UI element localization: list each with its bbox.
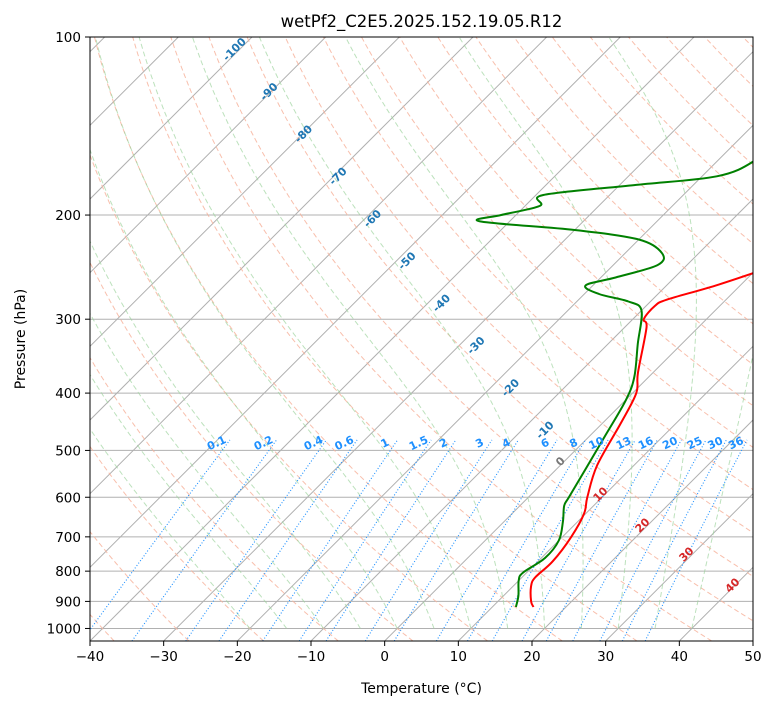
y-tick-label: 400 [55,386,81,402]
x-tick-label: −10 [297,649,326,665]
chart-title: wetPf2_C2E5.2025.152.19.05.R12 [281,12,563,32]
x-tick-label: 20 [523,649,540,665]
dry-adiabat-line [90,530,190,641]
isotherm-line [90,37,548,495]
plot-area [90,37,753,641]
x-tick-label: −30 [149,649,178,665]
mixing-ratio-line [90,439,231,631]
isotherm-line [236,124,753,641]
mixing-ratio-line [521,439,636,641]
x-tick-label: −20 [223,649,252,665]
moist-adiabat-line [345,37,584,629]
moist-adiabat-line [691,351,753,629]
mixing-ratio-label: 10 [587,434,607,452]
moist-adiabat-line [90,312,324,629]
isotherm-line [384,271,753,641]
y-tick-label: 200 [55,208,81,224]
moist-adiabat-line [90,148,398,629]
isotherm-line [163,50,753,641]
y-tick-label: 500 [55,443,81,459]
dry-adiabat-line [90,261,414,641]
mixing-ratio-line [131,439,278,641]
isotherm-line [90,37,400,348]
isotherm-line [531,419,753,641]
isotherm-line [605,492,753,641]
dry-adiabat-line [90,356,339,641]
dry-adiabat-line [208,37,753,622]
y-tick-label: 900 [55,594,81,610]
y-tick-label: 800 [55,564,81,580]
y-tick-label: 1000 [47,621,81,637]
dry-adiabat-line [284,37,753,534]
dry-adiabat-line [170,37,712,641]
isotherm-line [90,37,253,200]
y-tick-label: 300 [55,312,81,328]
dry-adiabat-line [90,445,264,641]
mixing-ratio-label: 25 [685,434,704,452]
mixing-ratio-line [621,439,727,641]
mixing-ratio-line [644,439,748,641]
y-axis-label: Pressure (hPa) [13,289,29,389]
mixing-ratio-label: 16 [636,434,656,452]
mixing-ratio-line [572,439,682,641]
mixing-ratio-label: 20 [660,434,680,452]
temperature-profile-line [529,272,753,608]
y-tick-label: 700 [55,530,81,546]
moist-adiabat-line [258,37,545,629]
mixing-ratio-line [599,439,707,641]
dry-adiabat-line [94,37,563,641]
axes: −40 −30 −20 −10 0 10 20 30 40 50 100 200 300 400 500 60… [47,30,762,665]
mixing-ratio-line [467,439,586,641]
mixing-ratio-label: 30 [706,434,726,452]
mixing-ratio-line [545,439,658,641]
moist-adiabat-line [458,37,633,629]
plot-frame [89,36,754,642]
y-tick-label: 600 [55,490,81,506]
isotherm-line [90,37,695,641]
y-tick-label: 100 [55,30,81,46]
moist-adiabat-line [138,37,472,629]
dewpoint-profile-line [475,160,753,608]
dry-adiabat-line [132,37,638,641]
x-axis-label: Temperature (°C) [360,681,482,697]
mixing-ratio-line [491,439,609,641]
x-tick-label: 50 [744,649,761,665]
x-tick-label: 0 [380,649,389,665]
isotherm-line [90,37,621,569]
isotherm-line [90,37,474,421]
mixing-ratio-line [435,439,558,641]
isotherm-line [90,37,327,274]
dry-adiabat-line [246,37,753,577]
x-tick-label: −40 [76,649,105,665]
dry-adiabat-line [513,37,753,285]
moist-adiabat-line [192,37,509,629]
mixing-ratio-label: 36 [726,434,746,452]
moist-adiabat-line [95,37,435,629]
mixing-ratio-line [325,439,457,641]
moist-adiabat-line [90,240,361,629]
x-tick-label: 10 [450,649,467,665]
dry-adiabat-line [322,37,753,491]
x-tick-label: 30 [597,649,614,665]
x-tick-label: 40 [671,649,688,665]
mixing-ratio-line [298,439,432,641]
mixing-ratio-label: 13 [614,434,633,452]
dry-adiabat-line [437,37,753,366]
moist-adiabat-line [608,37,697,629]
dry-adiabat-line [90,153,488,641]
dry-adiabat-line [361,37,753,448]
